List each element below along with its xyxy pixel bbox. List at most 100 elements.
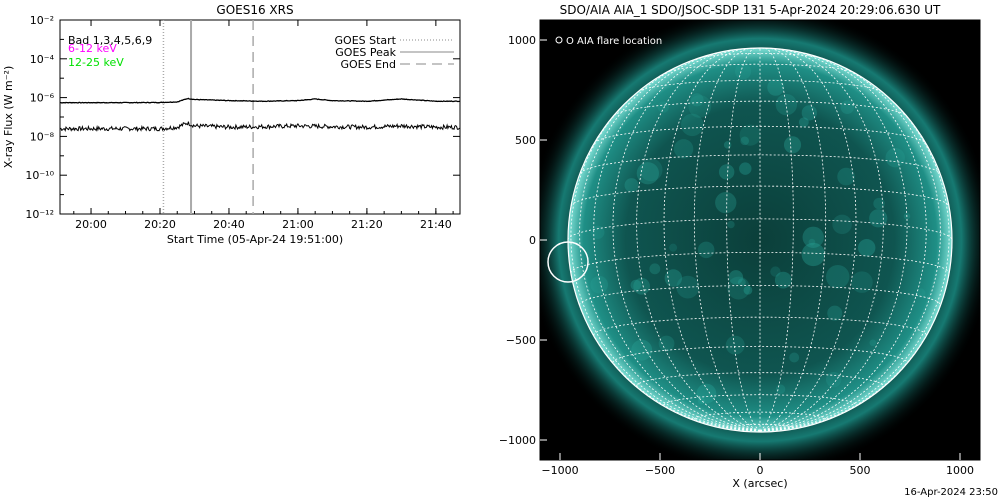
x-tick-label: 20:00 bbox=[75, 218, 107, 231]
latitude-line bbox=[697, 53, 823, 59]
y-tick-label: 1000 bbox=[508, 34, 536, 47]
bright-region bbox=[673, 139, 694, 159]
bright-region bbox=[633, 277, 650, 295]
longitude-line bbox=[612, 49, 761, 432]
bright-region bbox=[727, 220, 735, 229]
series-line-6-12-keV bbox=[60, 97, 461, 104]
bright-region bbox=[631, 339, 653, 361]
chart-title: GOES16 XRS bbox=[216, 3, 293, 17]
flare-circle bbox=[547, 241, 589, 283]
heliographic-grid bbox=[567, 47, 953, 433]
bright-region bbox=[657, 101, 669, 113]
bright-region bbox=[680, 113, 704, 137]
legend-label-low: 6-12 keV bbox=[68, 42, 117, 55]
y-tick-label: 0 bbox=[529, 234, 536, 247]
bright-region bbox=[869, 339, 877, 347]
bright-region bbox=[802, 226, 824, 248]
y-tick-label: −500 bbox=[506, 334, 536, 347]
longitude-line bbox=[593, 51, 761, 432]
image-axes: −1000 −500 0 500 1000 1000 500 0 −500 −1000 bbox=[500, 34, 974, 477]
x-tick-label: −1000 bbox=[541, 464, 578, 477]
bright-region bbox=[718, 164, 735, 180]
longitude-line bbox=[759, 55, 941, 432]
bright-region bbox=[739, 124, 761, 146]
bright-region bbox=[770, 266, 781, 277]
sun-disk bbox=[540, 20, 980, 460]
bright-region bbox=[826, 265, 850, 289]
bright-region bbox=[832, 214, 852, 235]
x-tick-label: 21:40 bbox=[420, 218, 452, 231]
x-tick-label: 20:40 bbox=[213, 218, 245, 231]
longitude-line bbox=[663, 48, 761, 432]
bright-region bbox=[723, 141, 732, 149]
bright-region bbox=[869, 209, 888, 228]
y-tick-label: 10⁻⁶ bbox=[30, 92, 55, 105]
bright-region bbox=[840, 100, 855, 114]
series-line-12-25-keV bbox=[59, 121, 461, 133]
bright-region bbox=[636, 162, 659, 185]
bright-region bbox=[696, 383, 717, 404]
bright-region bbox=[808, 238, 816, 246]
plot-marks bbox=[59, 20, 461, 214]
legend-peak-label: GOES Peak bbox=[335, 46, 396, 59]
bright-region bbox=[873, 197, 885, 210]
bright-region bbox=[697, 397, 705, 405]
latitude-line bbox=[613, 100, 907, 116]
bright-region bbox=[916, 288, 926, 298]
aia-sun-image: SDO/AIA AIA_1 SDO/JSOC-SDP 131 5-Apr-202… bbox=[500, 3, 981, 490]
y-tick-label: 500 bbox=[515, 134, 536, 147]
bright-region bbox=[735, 63, 752, 80]
flare-location-marker bbox=[547, 241, 589, 283]
x-tick-label: −500 bbox=[645, 464, 675, 477]
flare-legend: O AIA flare location bbox=[555, 36, 662, 47]
x-tick-label: 500 bbox=[850, 464, 871, 477]
bright-region bbox=[827, 305, 843, 321]
latitude-line bbox=[570, 185, 950, 207]
longitude-line bbox=[759, 47, 827, 432]
bright-region bbox=[775, 93, 798, 116]
x-tick-label: 0 bbox=[757, 464, 764, 477]
plot-frame bbox=[59, 19, 461, 215]
bright-region bbox=[658, 335, 675, 352]
y-tick-label: 10⁻¹² bbox=[25, 208, 54, 221]
longitude-line bbox=[693, 47, 761, 432]
bright-region bbox=[740, 136, 750, 146]
legend-end-label: GOES End bbox=[340, 58, 396, 71]
bright-region bbox=[649, 263, 661, 275]
bright-region bbox=[774, 271, 792, 289]
bright-region bbox=[676, 275, 700, 299]
marker-legend: GOES Start GOES Peak GOES End bbox=[335, 34, 454, 71]
bright-region bbox=[727, 276, 751, 300]
image-title: SDO/AIA AIA_1 SDO/JSOC-SDP 131 5-Apr-202… bbox=[560, 3, 941, 17]
bright-region bbox=[737, 278, 746, 287]
bright-region bbox=[725, 335, 745, 355]
bright-region bbox=[669, 243, 678, 252]
bright-region bbox=[639, 158, 663, 182]
legend-start-label: GOES Start bbox=[335, 34, 397, 47]
legend-label-high: 12-25 keV bbox=[68, 56, 124, 69]
y-tick-label: 10⁻⁸ bbox=[30, 130, 55, 143]
bright-region bbox=[789, 352, 800, 363]
bright-region bbox=[775, 384, 786, 394]
bright-region bbox=[857, 239, 876, 257]
bad-annotation: Bad 1,3,4,5,6,9 bbox=[68, 34, 152, 47]
latitude-line bbox=[693, 411, 827, 420]
goes-xrs-chart: GOES16 XRS 20:00 20:20 20:40 21:00 21:20 21:4… bbox=[2, 3, 461, 246]
bright-region bbox=[801, 105, 817, 121]
solar-disk bbox=[568, 48, 952, 432]
flare-legend-label: O AIA flare location bbox=[566, 36, 662, 47]
x-tick-label: 1000 bbox=[946, 464, 974, 477]
bright-region bbox=[590, 275, 609, 294]
bright-region bbox=[825, 371, 842, 388]
latitude-line bbox=[637, 79, 883, 93]
bright-region bbox=[783, 136, 802, 154]
y-tick-label: −1000 bbox=[500, 434, 536, 447]
bright-region bbox=[690, 93, 704, 107]
y-tick-label: 10⁻² bbox=[30, 14, 54, 27]
y-axis-label: X-ray Flux (W m⁻²) bbox=[2, 66, 15, 168]
latitude-line bbox=[567, 218, 953, 241]
flare-legend-symbol bbox=[555, 36, 563, 44]
longitude-line bbox=[759, 49, 908, 432]
bright-region bbox=[767, 78, 785, 96]
bright-region bbox=[688, 95, 712, 118]
